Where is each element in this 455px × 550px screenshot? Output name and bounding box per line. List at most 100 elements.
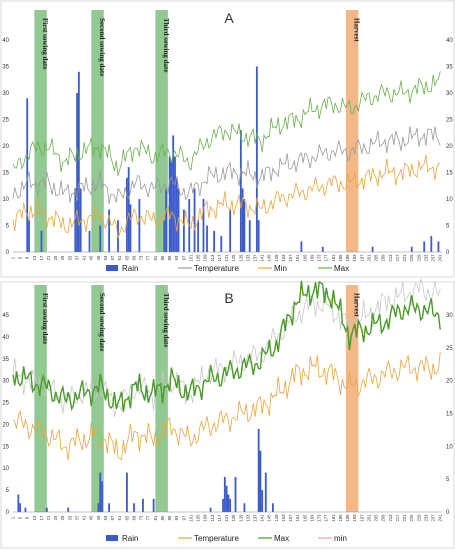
x-tick-label: 57 — [110, 515, 115, 520]
x-tick-label: 173 — [317, 254, 322, 262]
rain-bar — [197, 220, 200, 252]
x-tick-label: 85 — [160, 515, 165, 520]
rain-bar — [24, 507, 27, 512]
x-tick-label: 121 — [224, 254, 229, 262]
rain-bar — [257, 220, 260, 252]
x-tick-label: 109 — [203, 254, 208, 262]
x-tick-label: 181 — [331, 254, 336, 262]
rain-bar — [152, 498, 155, 512]
band-label: First sowing date — [41, 293, 49, 344]
rain-bar — [257, 428, 260, 512]
x-tick-label: 133 — [245, 254, 250, 262]
x-tick-label: 113 — [210, 514, 215, 521]
x-tick-label: 177 — [324, 514, 329, 522]
left-tick-label: 40 — [2, 38, 9, 44]
left-tick-label: 5 — [6, 488, 10, 494]
x-tick-label: 85 — [160, 255, 165, 260]
x-tick-label: 65 — [124, 515, 129, 520]
rain-bar — [28, 220, 30, 252]
left-tick-label: 30 — [2, 379, 9, 385]
rain-bar — [99, 472, 102, 512]
rain-bar — [101, 481, 103, 512]
x-tick-label: 241 — [438, 254, 443, 262]
x-tick-label: 45 — [89, 515, 94, 520]
left-tick-label: 25 — [2, 401, 9, 407]
legend-label-min: min — [334, 534, 347, 543]
left-tick-label: 35 — [2, 357, 9, 363]
x-tick-label: 209 — [381, 514, 386, 522]
x-tick-label: 153 — [281, 254, 286, 262]
rain-bar — [248, 220, 251, 252]
rain-bar — [174, 156, 176, 252]
x-tick-label: 41 — [82, 515, 87, 520]
x-tick-label: 133 — [245, 514, 250, 522]
panel-b: B First sowing date Second sowing date Thi… — [0, 278, 455, 549]
rain-bar — [259, 450, 262, 512]
band-label: First sowing date — [41, 18, 49, 69]
rain-bar — [182, 209, 185, 252]
x-tick-label: 221 — [402, 514, 407, 522]
x-tick-label: 157 — [288, 254, 293, 262]
band-label: Harvest — [353, 293, 361, 317]
x-tick-label: 81 — [153, 515, 158, 520]
panel-a: A First sowing date Second sowing date Thi… — [0, 0, 455, 278]
x-tick-label: 189 — [345, 514, 350, 522]
x-tick-label: 209 — [381, 254, 386, 262]
rain-bar — [97, 503, 100, 512]
x-tick-label: 73 — [139, 255, 144, 260]
rain-bar — [271, 503, 274, 512]
panel-a-frame — [0, 0, 455, 278]
legend-label-max: Max — [274, 534, 289, 543]
panel-a-letter: A — [224, 10, 234, 26]
x-tick-label: 65 — [124, 255, 129, 260]
x-tick-label: 21 — [46, 515, 51, 520]
rain-bar — [172, 135, 175, 252]
x-tick-label: 197 — [359, 254, 364, 262]
x-tick-label: 53 — [103, 255, 108, 260]
x-tick-label: 237 — [430, 514, 435, 522]
x-tick-label: 229 — [416, 254, 421, 262]
rain-bar — [40, 230, 43, 252]
left-tick-label: 20 — [2, 422, 9, 428]
x-tick-label: 25 — [53, 515, 58, 520]
rain-bar — [222, 498, 224, 512]
legend-label-rain: Rain — [122, 264, 138, 273]
left-tick-label: 0 — [6, 510, 10, 516]
rain-bar — [99, 225, 102, 252]
band-label: Harvest — [353, 18, 361, 42]
x-tick-label: 49 — [96, 515, 101, 520]
rain-bar — [26, 98, 29, 252]
right-tick-label: 10 — [446, 444, 453, 450]
rain-bar — [142, 498, 144, 512]
x-tick-label: 69 — [131, 515, 136, 520]
series-line-temperature — [12, 352, 441, 461]
x-tick-label: 169 — [309, 514, 314, 522]
left-tick-label: 0 — [6, 250, 10, 256]
rain-bar — [239, 130, 242, 252]
rain-bar — [206, 225, 208, 252]
rain-bar — [300, 241, 303, 252]
x-tick-label: 21 — [46, 255, 51, 260]
x-tick-label: 181 — [331, 514, 336, 522]
x-tick-label: 229 — [416, 514, 421, 522]
series-line-temperature — [12, 126, 441, 205]
left-tick-label: 35 — [2, 65, 9, 71]
x-tick-label: 185 — [338, 514, 343, 522]
rain-bar — [108, 503, 111, 512]
right-tick-label: 20 — [446, 144, 453, 150]
rain-bar — [423, 241, 426, 252]
left-tick-label: 20 — [2, 144, 9, 150]
x-tick-label: 61 — [117, 515, 122, 520]
rain-bar — [241, 188, 244, 252]
series-line-min — [12, 154, 441, 239]
x-tick-label: 165 — [302, 514, 307, 522]
legend-label-min: Min — [274, 264, 287, 273]
right-tick-label: 0 — [446, 510, 450, 516]
x-tick-label: 121 — [224, 514, 229, 522]
legend-label-max: Max — [334, 264, 349, 273]
legend-label-rain: Rain — [122, 534, 138, 543]
x-tick-label: 205 — [374, 254, 379, 262]
left-tick-label: 25 — [2, 118, 9, 124]
x-tick-label: 5 — [18, 256, 23, 259]
right-tick-label: 5 — [446, 224, 450, 230]
